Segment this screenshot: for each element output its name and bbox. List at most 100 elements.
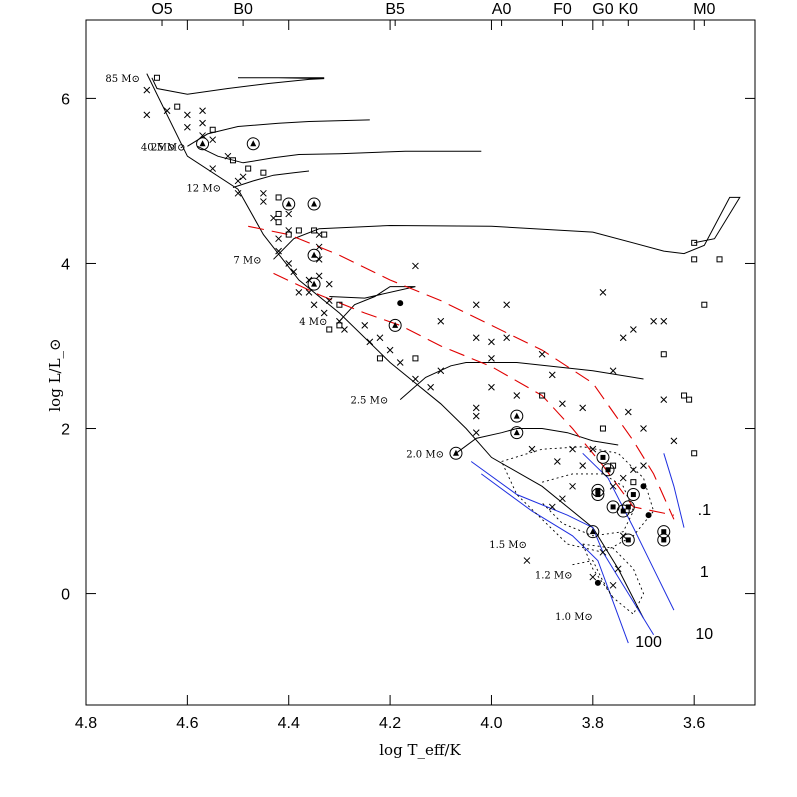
circled-square-marker [605, 467, 611, 473]
circled-triangle-marker [285, 200, 292, 207]
open-square-marker [326, 326, 333, 333]
open-square-marker [701, 301, 708, 308]
cross-marker [275, 235, 282, 243]
mass-track [197, 145, 482, 164]
cross-marker [660, 317, 668, 325]
spectral-type-label: F0 [553, 1, 572, 18]
cross-marker [553, 458, 561, 465]
cross-marker [199, 132, 206, 139]
open-square-marker [599, 425, 606, 432]
spectral-type-label: M0 [693, 1, 715, 18]
cross-marker [488, 383, 495, 391]
cross-marker [472, 301, 480, 309]
mass-track [151, 77, 325, 95]
circled-triangle-marker [452, 449, 459, 456]
cross-marker [295, 288, 303, 296]
circled-triangle-marker [311, 251, 318, 258]
mass-track [187, 119, 370, 147]
open-square-marker [295, 227, 302, 234]
spectral-type-label: K0 [619, 1, 639, 18]
cross-marker [184, 123, 191, 131]
cross-marker [488, 338, 495, 346]
circled-triangle-marker [513, 412, 520, 419]
open-square-marker [321, 231, 328, 238]
cross-marker [670, 437, 678, 445]
cross-marker [523, 557, 531, 564]
circled-square-ring [621, 533, 635, 547]
cross-marker [437, 317, 445, 325]
circled-square-marker [661, 537, 667, 543]
cross-marker [285, 260, 293, 267]
cross-marker [538, 350, 546, 358]
circled-square-marker [595, 492, 601, 498]
mass-track-label: 40 M⊙ [141, 142, 176, 153]
cross-marker [412, 375, 419, 383]
blue-isochrone [470, 461, 655, 636]
y-axis-title: log L/L_⊙ [46, 338, 64, 411]
circled-triangle-marker [250, 140, 257, 147]
cross-marker [315, 255, 323, 263]
cross-marker [472, 334, 480, 342]
spectral-type-label: G0 [592, 1, 613, 18]
cross-marker [548, 371, 556, 379]
open-square-marker [275, 194, 282, 201]
isochrone-age-label: 100 [635, 634, 662, 651]
mass-track [232, 170, 310, 188]
cross-marker [143, 111, 151, 119]
spectral-type-label: O5 [151, 1, 172, 18]
chart-marks: 4.8 4.6 4.4 4.2 4.0 3.8 3.6 0 2 4 6 O5 B0 B5 A0 F0 G0 K0 M… [61, 1, 755, 732]
cross-marker [548, 503, 556, 511]
dotted-isochrone [582, 543, 644, 615]
circled-triangle-ring [307, 197, 321, 211]
cross-marker [619, 532, 627, 540]
cross-marker [184, 111, 191, 119]
cross-marker [305, 276, 313, 284]
y-tick-label: 4 [61, 256, 70, 273]
mass-track [329, 286, 416, 322]
circled-triangle-marker [392, 321, 399, 328]
cross-marker [427, 383, 434, 391]
dotted-isochrone [501, 446, 655, 553]
cross-marker [609, 482, 617, 490]
open-square-marker [691, 256, 698, 263]
cross-marker [209, 165, 217, 172]
circled-triangle-marker [199, 140, 206, 147]
dotted-isochrone [541, 473, 634, 537]
cross-marker [366, 338, 374, 346]
cross-marker [579, 404, 587, 412]
open-square-marker [336, 301, 343, 308]
cross-marker [589, 445, 597, 453]
cross-marker [528, 445, 536, 453]
cross-marker [488, 355, 495, 362]
open-square-marker [412, 355, 419, 362]
x-tick-label: 4.8 [75, 715, 97, 732]
circled-triangle-ring [586, 525, 600, 539]
cross-marker [650, 317, 657, 325]
cross-marker [630, 466, 637, 474]
circled-square-marker [610, 504, 616, 510]
circled-square-marker [600, 454, 606, 460]
cross-marker [630, 326, 637, 333]
cross-marker [325, 280, 333, 288]
blue-isochrone [481, 473, 629, 644]
cross-marker [285, 210, 293, 218]
cross-marker [559, 400, 566, 408]
cross-marker [619, 474, 627, 482]
isochrone-age-label: .1 [698, 502, 711, 519]
circled-square-marker [620, 508, 626, 514]
circled-square-marker [595, 487, 601, 493]
cross-marker [224, 152, 232, 160]
mass-track-label: 7 M⊙ [233, 255, 261, 266]
circled-triangle-marker [589, 528, 596, 535]
blue-isochrone [582, 452, 675, 611]
open-square-marker [681, 392, 688, 399]
circled-triangle-ring [307, 248, 321, 262]
x-tick-label: 4.4 [278, 715, 300, 732]
cross-marker [315, 272, 323, 280]
plot-frame [85, 19, 756, 706]
cross-marker [163, 107, 171, 115]
cross-marker [640, 462, 647, 470]
open-square-marker [336, 322, 343, 329]
cross-marker [589, 573, 597, 581]
cross-marker [315, 243, 323, 251]
